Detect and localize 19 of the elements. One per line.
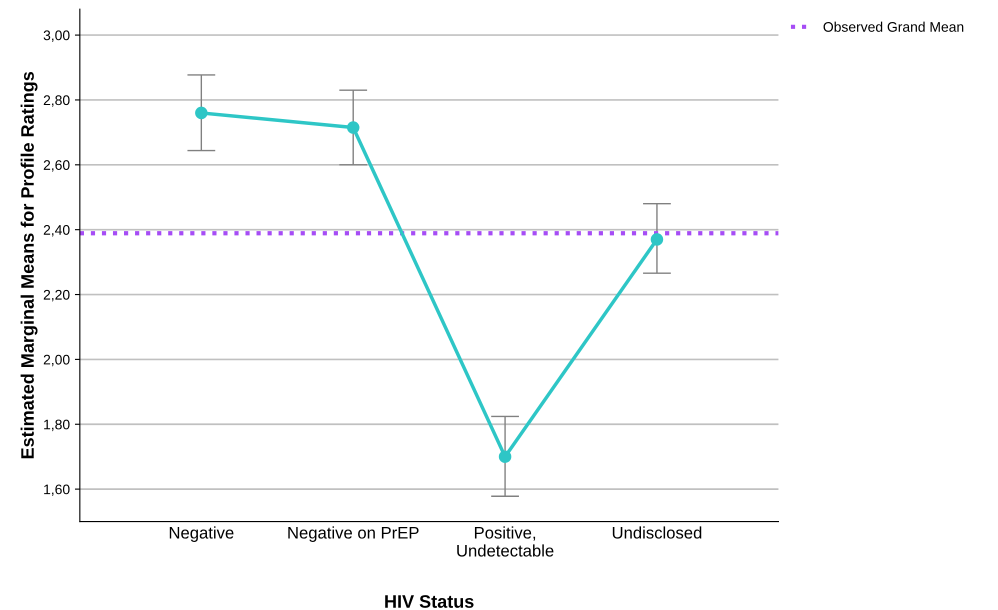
y-tick-label: 2,00	[44, 354, 70, 366]
x-axis-title: HIV Status	[385, 595, 474, 608]
y-tick-label: 1,80	[44, 420, 70, 432]
y-tick-label: 2,40	[44, 225, 70, 236]
legend-label: Observed Grand Mean	[824, 22, 964, 32]
point	[650, 233, 664, 246]
x-tick-label: Negative	[170, 526, 234, 542]
x-tick-label: Undisclosed	[612, 526, 702, 539]
point	[498, 450, 512, 463]
y-tick-label: 1,60	[44, 484, 70, 496]
point	[195, 106, 208, 120]
y-tick-label: 2,60	[44, 160, 70, 172]
y-tick-label: 3,00	[44, 30, 70, 42]
y-tick-label: 2,20	[44, 290, 70, 302]
y-tick-label: 2,80	[44, 95, 70, 107]
point	[346, 121, 360, 134]
y-axis-title: Estimated Marginal Means for Profile Ratings	[20, 72, 38, 458]
x-tick-label: Negative on PrEP	[288, 526, 419, 542]
x-tick-label: Positive, Undetectable	[457, 526, 554, 557]
